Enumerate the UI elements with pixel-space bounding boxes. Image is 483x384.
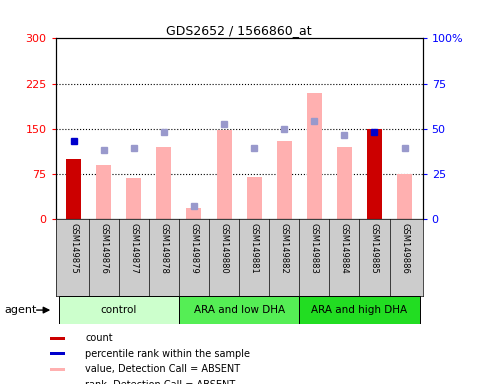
Text: GSM149879: GSM149879 (189, 223, 199, 273)
Bar (50, 336, 66, 340)
Text: GSM149878: GSM149878 (159, 223, 169, 273)
Bar (126, 178, 142, 219)
Bar (179, 296, 299, 324)
Title: GDS2652 / 1566860_at: GDS2652 / 1566860_at (166, 24, 312, 37)
Text: GSM149876: GSM149876 (99, 223, 108, 273)
Bar (186, 208, 201, 219)
Text: ARA and low DHA: ARA and low DHA (194, 305, 284, 315)
Text: percentile rank within the sample: percentile rank within the sample (85, 349, 250, 359)
Text: agent: agent (5, 305, 37, 315)
Bar (50, 352, 66, 356)
Bar (247, 177, 262, 219)
Text: GSM149885: GSM149885 (370, 223, 379, 273)
Text: value, Detection Call = ABSENT: value, Detection Call = ABSENT (85, 364, 240, 374)
Bar (156, 147, 171, 219)
Bar (216, 130, 231, 219)
Bar (299, 296, 420, 324)
Bar (66, 159, 81, 219)
Bar (367, 129, 382, 219)
Text: GSM149883: GSM149883 (310, 223, 319, 273)
Text: GSM149877: GSM149877 (129, 223, 138, 273)
Bar (307, 93, 322, 219)
Bar (50, 368, 66, 371)
Bar (397, 174, 412, 219)
Text: GSM149886: GSM149886 (400, 223, 409, 273)
Text: GSM149881: GSM149881 (250, 223, 258, 273)
Bar (277, 141, 292, 219)
Text: count: count (85, 333, 113, 343)
Text: GSM149884: GSM149884 (340, 223, 349, 273)
Bar (96, 165, 111, 219)
Text: GSM149882: GSM149882 (280, 223, 289, 273)
Text: control: control (100, 305, 137, 315)
Text: GSM149875: GSM149875 (69, 223, 78, 273)
Bar (58, 296, 179, 324)
Text: ARA and high DHA: ARA and high DHA (312, 305, 408, 315)
Text: GSM149880: GSM149880 (220, 223, 228, 273)
Bar (337, 147, 352, 219)
Text: rank, Detection Call = ABSENT: rank, Detection Call = ABSENT (85, 380, 235, 384)
